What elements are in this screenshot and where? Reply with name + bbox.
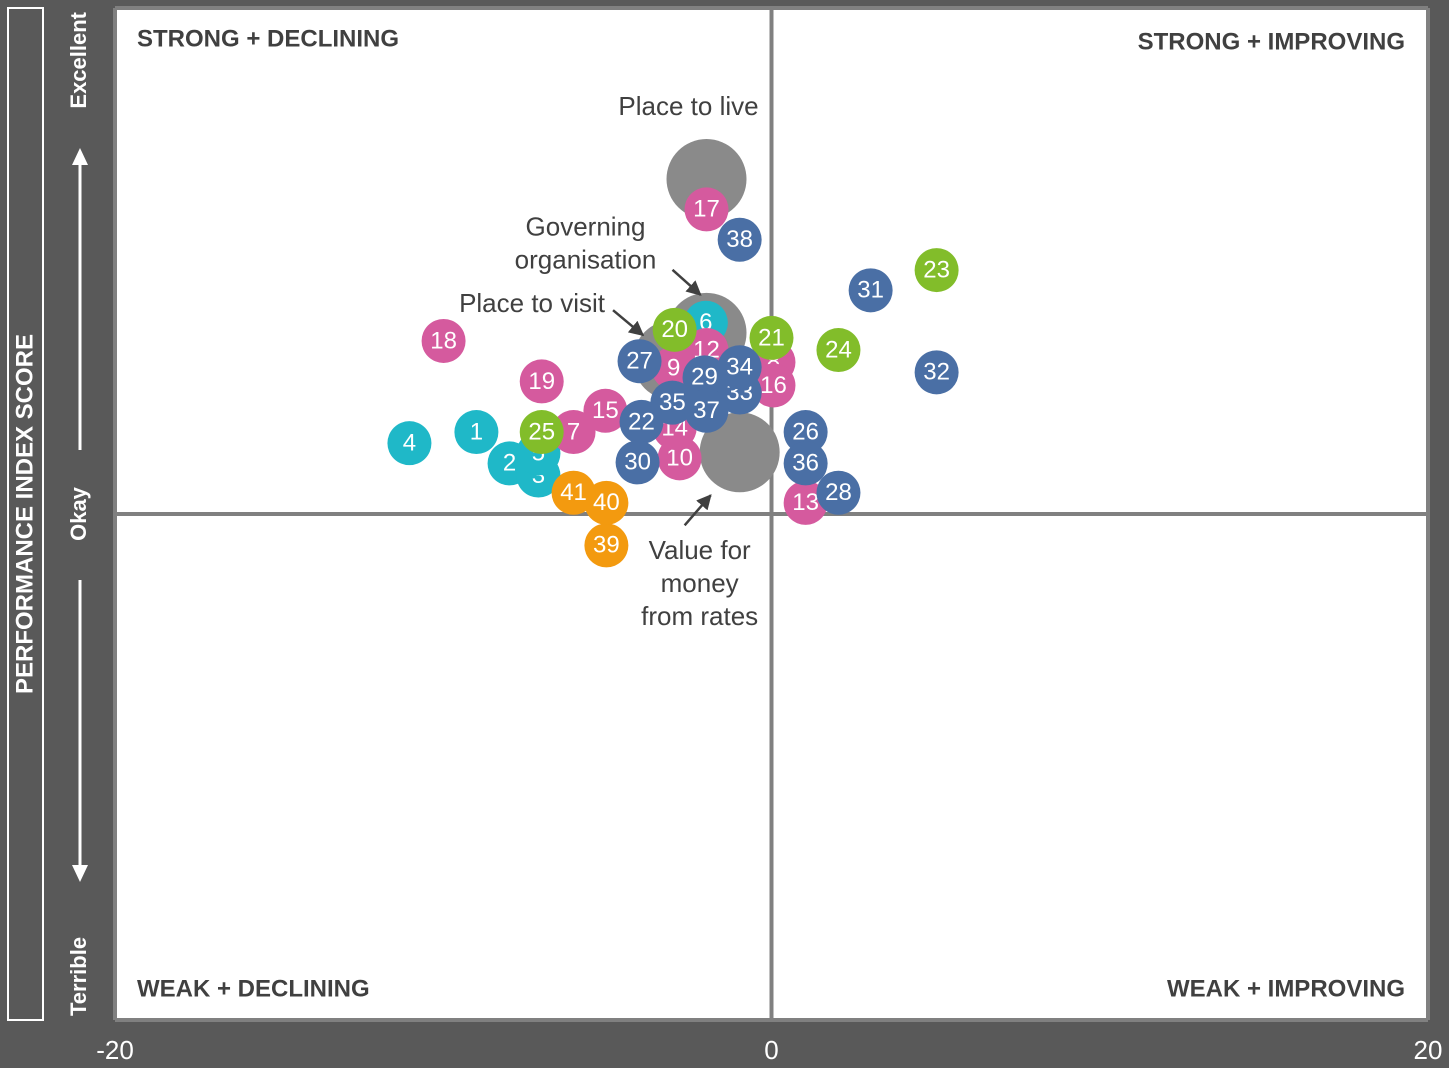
y-label-box xyxy=(7,7,44,1021)
bubble xyxy=(783,410,828,455)
bubble xyxy=(684,388,729,433)
bubble-label: 16 xyxy=(760,372,787,399)
y-tick-label: Terrible xyxy=(66,937,91,1016)
bubble xyxy=(682,355,727,400)
bubble-label: 26 xyxy=(792,418,819,445)
bubble xyxy=(914,350,959,395)
bubble xyxy=(519,410,564,455)
bubble-label: 41 xyxy=(560,479,587,506)
bubble xyxy=(551,470,596,515)
bubble xyxy=(551,410,596,455)
y-tick-label: Okay xyxy=(66,486,91,541)
bubble-label: 24 xyxy=(825,336,852,363)
x-tick-label: 0 xyxy=(764,1035,778,1065)
bubble-label: 7 xyxy=(567,418,580,445)
bubble xyxy=(584,523,629,568)
bubble xyxy=(650,380,695,425)
bubble-label: 4 xyxy=(403,430,416,457)
bubble xyxy=(848,268,893,313)
bubble-label: 15 xyxy=(592,397,619,424)
bubble-label: 34 xyxy=(726,354,753,381)
bubble-label: 37 xyxy=(693,397,720,424)
bubble xyxy=(454,410,499,455)
bubble-label: 27 xyxy=(626,348,653,375)
annotation-arrow xyxy=(671,268,702,296)
bubble-label: 32 xyxy=(923,359,950,386)
bubble-label: 2 xyxy=(503,450,516,477)
y-tick-label: Excellent xyxy=(66,11,91,108)
bubble-label: 29 xyxy=(691,364,718,391)
annotation: Governing xyxy=(526,212,646,242)
bubble-label: 20 xyxy=(661,316,688,343)
summary-bubble xyxy=(699,412,780,493)
bubble xyxy=(421,318,466,363)
y-axis-label: PERFORMANCE INDEX SCORE xyxy=(11,334,38,694)
annotation: Value for xyxy=(649,535,751,565)
bubble xyxy=(914,248,959,293)
bubble-label: 30 xyxy=(624,449,651,476)
bubble xyxy=(615,440,660,485)
bubble xyxy=(583,388,628,433)
bubble xyxy=(749,315,794,360)
annotation: Place to visit xyxy=(459,288,606,318)
bubble-label: 1 xyxy=(470,418,483,445)
bubble-label: 39 xyxy=(593,532,620,559)
quadrant-label: STRONG + IMPROVING xyxy=(1138,28,1405,55)
bubble-label: 28 xyxy=(825,479,852,506)
bubble xyxy=(816,470,861,515)
bubble xyxy=(783,441,828,486)
bubble-label: 19 xyxy=(528,368,555,395)
bubble xyxy=(652,307,697,352)
annotation: Place to live xyxy=(618,91,758,121)
bubble xyxy=(387,421,432,466)
annotation-arrow xyxy=(683,494,712,527)
x-tick-label: -20 xyxy=(96,1035,134,1065)
bubble-label: 38 xyxy=(726,226,753,253)
annotation: organisation xyxy=(515,245,657,275)
bubble-label: 17 xyxy=(693,196,720,223)
bubble-label: 25 xyxy=(528,418,555,445)
x-tick-label: 20 xyxy=(1414,1035,1443,1065)
bubble xyxy=(684,187,729,232)
bubble-label: 9 xyxy=(667,355,680,382)
bubble-label: 18 xyxy=(430,327,457,354)
bubble-label: 35 xyxy=(659,389,686,416)
bubble xyxy=(519,359,564,404)
bubble xyxy=(751,363,796,408)
quadrant-label: WEAK + DECLINING xyxy=(137,975,370,1002)
bubble xyxy=(617,339,662,384)
annotation-arrow xyxy=(612,309,645,337)
summary-bubble xyxy=(666,139,747,220)
bubble-label: 23 xyxy=(923,256,950,283)
bubble xyxy=(717,217,762,262)
bubble-label: 21 xyxy=(758,324,785,351)
annotation: money xyxy=(661,568,739,598)
annotation: from rates xyxy=(641,601,758,631)
bubble-label: 40 xyxy=(593,489,620,516)
bubble-label: 22 xyxy=(628,408,655,435)
quadrant-label: STRONG + DECLINING xyxy=(137,25,399,52)
bubble xyxy=(717,345,762,390)
bubble xyxy=(816,328,861,373)
bubble-label: 31 xyxy=(857,277,884,304)
quadrant-label: WEAK + IMPROVING xyxy=(1167,975,1405,1002)
bubble-label: 13 xyxy=(792,489,819,516)
bubble-label: 36 xyxy=(792,450,819,477)
